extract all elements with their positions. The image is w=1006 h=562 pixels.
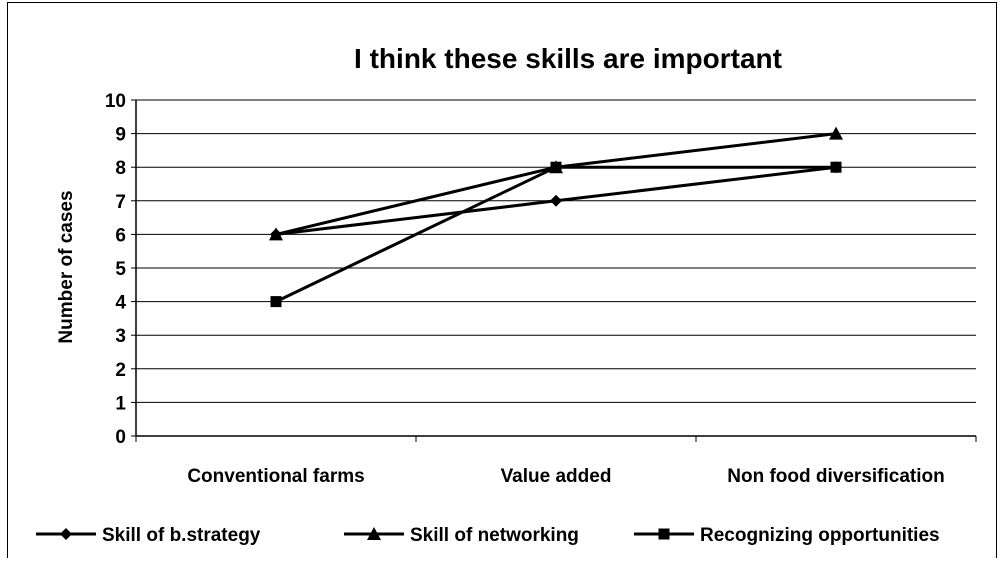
- data-point: [550, 161, 562, 173]
- x-tick-label: Value added: [501, 466, 612, 487]
- legend-marker: [60, 528, 72, 540]
- data-point: [270, 296, 282, 308]
- series-line: [275, 132, 837, 236]
- legend: Skill of b.strategy Skill of networking Re…: [36, 525, 940, 546]
- x-tick-label: Non food diversification: [727, 466, 944, 487]
- y-tick-label: 5: [115, 259, 126, 280]
- x-tick-labels: Conventional farms Value added Non food di…: [187, 466, 944, 487]
- legend-marker: [367, 527, 381, 540]
- y-tick-label: 4: [115, 293, 126, 314]
- y-axis-label: Number of cases: [56, 190, 77, 343]
- y-tick-label: 3: [115, 326, 126, 347]
- legend-label: Skill of b.strategy: [102, 525, 261, 546]
- y-tick-label: 2: [115, 360, 126, 381]
- series-group: [269, 126, 843, 308]
- data-point: [830, 161, 842, 173]
- y-tick-label: 8: [115, 158, 126, 179]
- y-tick-label: 9: [115, 125, 126, 146]
- y-tick-label: 10: [105, 91, 126, 112]
- data-point: [269, 227, 283, 241]
- chart-frame: [7, 2, 997, 558]
- y-tick-label: 0: [115, 427, 126, 448]
- y-tick-label: 7: [115, 192, 126, 213]
- x-tick-label: Conventional farms: [187, 466, 364, 487]
- y-tick-labels: 0 1 2 3 4 5 6 7 8 9 10: [105, 91, 127, 448]
- y-tick-label: 1: [115, 393, 126, 414]
- data-point: [829, 126, 843, 140]
- legend-label: Skill of networking: [410, 525, 579, 546]
- legend-marker: [658, 528, 670, 540]
- legend-label: Recognizing opportunities: [700, 525, 940, 546]
- axes: [131, 99, 977, 442]
- gridlines: [136, 99, 976, 403]
- data-point: [550, 194, 562, 207]
- y-tick-label: 6: [115, 225, 126, 246]
- chart-title: I think these skills are important: [354, 43, 782, 74]
